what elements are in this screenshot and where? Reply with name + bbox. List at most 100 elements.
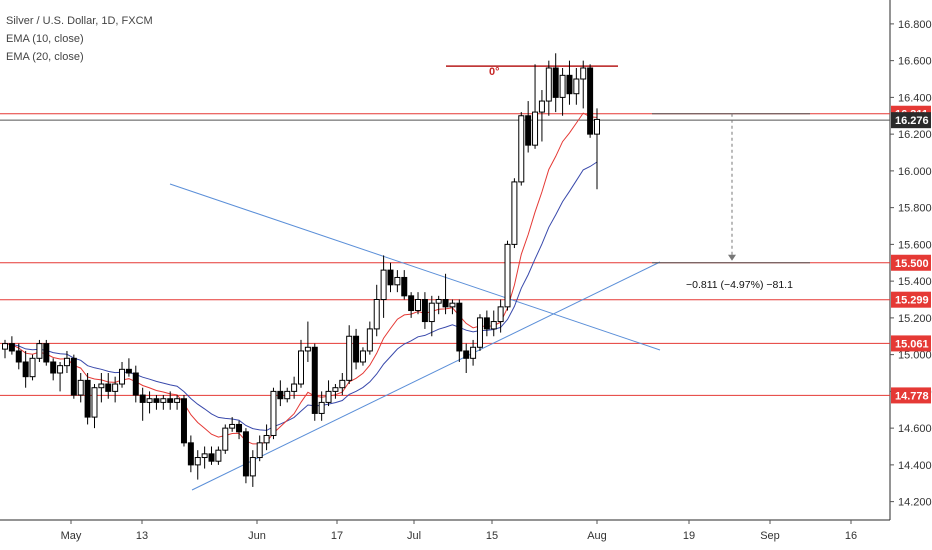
candle-body [84, 379, 91, 418]
candle-body [511, 181, 518, 245]
candle-body [346, 335, 353, 381]
candle-body [538, 100, 545, 113]
candle-body [63, 357, 70, 367]
candle-body [490, 321, 497, 330]
price-tick-label: 15.400 [898, 276, 932, 288]
candle-body [91, 387, 98, 418]
price-tick-label: 15.800 [898, 203, 932, 215]
candle-body [105, 383, 112, 392]
candle-body [236, 423, 243, 433]
measure-arrow-head [728, 254, 736, 261]
candle-body [215, 449, 222, 462]
time-tick-label: Jul [407, 530, 421, 542]
candle-body [174, 398, 181, 403]
time-tick-label: Jun [248, 530, 266, 542]
price-tick-label: 16.000 [898, 166, 932, 178]
price-tick-label: 15.200 [898, 313, 932, 325]
candle-body [160, 398, 167, 403]
price-tick-label: 14.200 [898, 497, 932, 509]
candle-body [167, 398, 174, 403]
candle-body [194, 457, 201, 466]
ascending-trendline [191, 261, 661, 491]
candle-body [456, 302, 463, 352]
candle-body [353, 335, 360, 363]
time-tick-label: Sep [760, 530, 780, 542]
candle-body [497, 306, 504, 323]
candle-body [43, 343, 50, 363]
candle-body [421, 299, 428, 323]
candle-body [29, 357, 36, 378]
candle-body [132, 372, 139, 396]
candle-body [401, 276, 408, 297]
candle-body [380, 269, 387, 301]
candle-body [442, 299, 449, 308]
candle-body [449, 302, 456, 308]
candle-body [483, 317, 490, 330]
candle-body [566, 74, 573, 95]
candle-body [112, 383, 119, 392]
candle-body [552, 67, 559, 98]
time-tick-label: 17 [331, 530, 343, 542]
price-tick-label: 15.600 [898, 239, 932, 251]
price-tick-label: 14.400 [898, 460, 932, 472]
candle-body [366, 328, 373, 352]
candle-body [532, 111, 539, 146]
price-tick-label: 15.000 [898, 350, 932, 362]
price-tick-label: 16.600 [898, 56, 932, 68]
candle-body [291, 383, 298, 392]
measure-label: −0.811 (−4.97%) −81.1 [686, 279, 793, 291]
price-axis-badge [891, 254, 931, 271]
candle-body [325, 390, 332, 403]
chart-legend: Silver / U.S. Dollar, 1D, FXCM EMA (10, … [6, 12, 153, 66]
candle-body [125, 368, 132, 374]
time-tick-label: 15 [486, 530, 498, 542]
price-tick-label: 16.800 [898, 19, 932, 31]
candle-body [339, 379, 346, 389]
price-axis-badge-label: 15.061 [895, 338, 929, 350]
price-axis-badge-label: 15.500 [895, 258, 929, 270]
candle-body [57, 365, 64, 374]
candle-body [277, 390, 284, 400]
candle-body [408, 295, 415, 312]
candle-body [373, 299, 380, 330]
candle-body [387, 269, 394, 286]
candle-body [545, 67, 552, 102]
candle-body [229, 423, 236, 429]
candle-body [311, 346, 318, 414]
candle-body [559, 74, 566, 98]
price-axis-badge-label: 15.299 [895, 295, 929, 307]
symbol-title: Silver / U.S. Dollar, 1D, FXCM [6, 15, 153, 27]
time-tick-label: 13 [136, 530, 148, 542]
candle-body [304, 346, 311, 352]
price-axis-badge [891, 387, 931, 404]
candle-body [119, 368, 126, 385]
candle-body [332, 387, 339, 392]
candle-body [50, 361, 57, 374]
candle-body [415, 299, 422, 312]
candle-body [22, 361, 29, 378]
candle-body [594, 118, 600, 135]
candle-body [256, 442, 263, 459]
candle-body [98, 383, 105, 389]
candle-body [435, 299, 442, 304]
candle-body [270, 390, 277, 436]
price-axis-badge-label: 14.778 [895, 390, 929, 402]
time-tick-label: 16 [845, 530, 857, 542]
time-tick-label: Aug [587, 530, 607, 542]
ema-10-label: EMA (10, close) [6, 33, 84, 45]
candle-body [463, 350, 470, 359]
price-tick-label: 16.200 [898, 129, 932, 141]
candle-body [394, 276, 401, 286]
ema-20-line [4, 161, 598, 431]
candle-body [8, 343, 15, 352]
price-tick-label: 16.400 [898, 92, 932, 104]
candle-body [476, 317, 483, 348]
top-level-label: 0° [489, 66, 500, 78]
last-price-badge [891, 112, 931, 129]
time-tick-label: 19 [683, 530, 695, 542]
price-axis-badge [891, 335, 931, 352]
candle-body [504, 243, 511, 308]
candle-body [298, 350, 304, 385]
candle-body [263, 434, 270, 444]
